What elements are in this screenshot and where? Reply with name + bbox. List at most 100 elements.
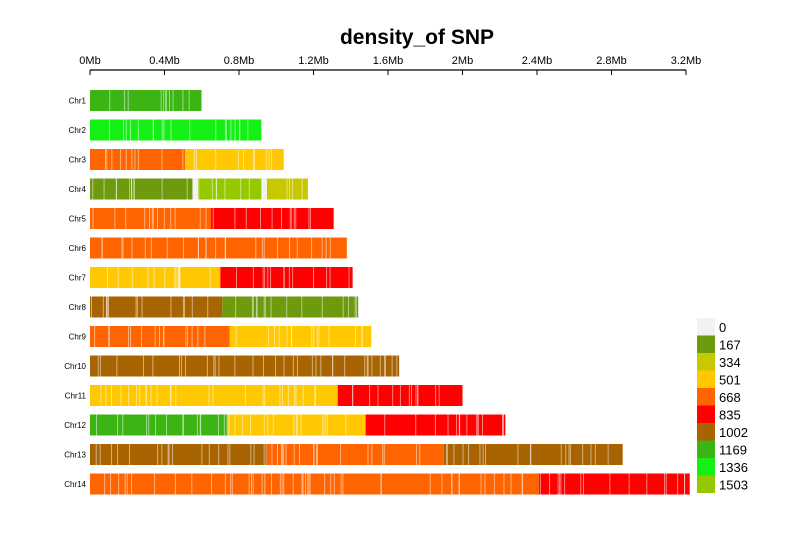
chromosome-chr8: Chr8 bbox=[69, 296, 359, 318]
density-stripe bbox=[326, 267, 328, 288]
density-stripe bbox=[290, 208, 292, 229]
density-stripe bbox=[502, 414, 504, 436]
density-stripe bbox=[383, 444, 385, 465]
density-stripe bbox=[117, 267, 119, 288]
density-stripe bbox=[416, 444, 418, 465]
density-stripe bbox=[484, 473, 486, 495]
density-stripe bbox=[218, 444, 220, 465]
density-stripe bbox=[271, 208, 273, 229]
density-stripe bbox=[177, 267, 179, 288]
density-stripe bbox=[281, 208, 282, 229]
density-stripe bbox=[244, 385, 246, 406]
density-stripe bbox=[609, 473, 611, 495]
chromosome-label: Chr11 bbox=[65, 392, 87, 401]
density-stripe bbox=[125, 119, 127, 141]
legend-swatch bbox=[697, 458, 715, 476]
chart-title: density_of SNP bbox=[340, 26, 494, 49]
density-stripe bbox=[201, 90, 203, 111]
density-stripe bbox=[271, 473, 273, 495]
density-stripe bbox=[209, 267, 211, 288]
density-stripe bbox=[108, 326, 110, 347]
density-stripe bbox=[137, 119, 139, 141]
density-stripe bbox=[326, 414, 328, 436]
chromosome-label: Chr14 bbox=[64, 480, 86, 489]
density-stripe bbox=[270, 267, 272, 288]
chromosome-label: Chr1 bbox=[69, 97, 87, 106]
density-stripe bbox=[158, 326, 160, 347]
density-segment bbox=[266, 444, 444, 465]
density-stripe bbox=[166, 237, 168, 259]
chromosome-chr10: Chr10 bbox=[64, 355, 400, 377]
density-stripe bbox=[493, 473, 495, 495]
density-segment bbox=[222, 296, 359, 318]
density-stripe bbox=[163, 119, 165, 141]
density-stripe bbox=[292, 267, 294, 288]
density-stripe bbox=[252, 473, 254, 495]
density-stripe bbox=[273, 326, 275, 347]
density-stripe bbox=[283, 444, 285, 465]
density-stripe bbox=[286, 178, 288, 200]
density-stripe bbox=[150, 237, 152, 259]
density-stripe bbox=[109, 326, 110, 347]
density-stripe bbox=[212, 385, 214, 406]
density-stripe bbox=[161, 444, 163, 465]
density-stripe bbox=[263, 414, 265, 436]
density-stripe bbox=[468, 444, 470, 465]
density-stripe bbox=[224, 178, 226, 200]
density-stripe bbox=[243, 149, 245, 170]
density-stripe bbox=[510, 473, 512, 495]
density-stripe bbox=[134, 178, 136, 200]
density-stripe bbox=[291, 326, 292, 347]
density-stripe bbox=[309, 208, 311, 229]
density-stripe bbox=[307, 473, 309, 495]
density-stripe bbox=[321, 296, 323, 318]
legend-label: 1503 bbox=[719, 477, 748, 492]
density-stripe bbox=[480, 473, 482, 495]
density-stripe bbox=[230, 119, 232, 141]
legend-swatch bbox=[697, 475, 715, 493]
density-stripe bbox=[293, 208, 295, 229]
density-stripe bbox=[264, 267, 266, 288]
density-segment bbox=[90, 473, 539, 495]
density-stripe bbox=[382, 444, 384, 465]
chromosome-label: Chr12 bbox=[64, 421, 86, 430]
density-stripe bbox=[206, 355, 208, 377]
density-segment bbox=[90, 208, 212, 229]
density-stripe bbox=[262, 385, 264, 406]
density-stripe bbox=[476, 414, 478, 436]
density-stripe bbox=[502, 414, 503, 436]
density-stripe bbox=[271, 149, 273, 170]
density-stripe bbox=[215, 237, 217, 259]
density-stripe bbox=[283, 355, 285, 377]
density-stripe bbox=[302, 473, 304, 495]
density-stripe bbox=[218, 355, 220, 377]
density-stripe bbox=[313, 444, 315, 465]
x-tick-label: 1.6Mb bbox=[373, 55, 404, 67]
legend-label: 668 bbox=[719, 390, 741, 405]
chromosome-label: Chr10 bbox=[64, 362, 86, 371]
density-stripe bbox=[348, 267, 350, 288]
density-stripe bbox=[199, 208, 201, 229]
density-stripe bbox=[263, 237, 265, 259]
chromosome-chr7: Chr7 bbox=[69, 267, 353, 288]
density-stripe bbox=[182, 414, 184, 436]
density-stripe bbox=[282, 385, 284, 406]
density-stripe bbox=[399, 385, 401, 406]
density-stripe bbox=[185, 326, 187, 347]
density-stripe bbox=[227, 444, 229, 465]
density-stripe bbox=[191, 473, 193, 495]
density-stripe bbox=[200, 414, 202, 436]
density-stripe bbox=[111, 444, 113, 465]
density-stripe bbox=[215, 149, 217, 170]
density-stripe bbox=[179, 267, 181, 288]
density-stripe bbox=[250, 414, 251, 436]
density-stripe bbox=[342, 296, 344, 318]
density-stripe bbox=[379, 355, 381, 377]
density-stripe bbox=[355, 296, 357, 318]
density-stripe bbox=[568, 444, 570, 465]
density-stripe bbox=[295, 208, 297, 229]
legend-label: 334 bbox=[719, 355, 741, 370]
density-stripe bbox=[456, 414, 458, 436]
density-stripe bbox=[144, 208, 146, 229]
